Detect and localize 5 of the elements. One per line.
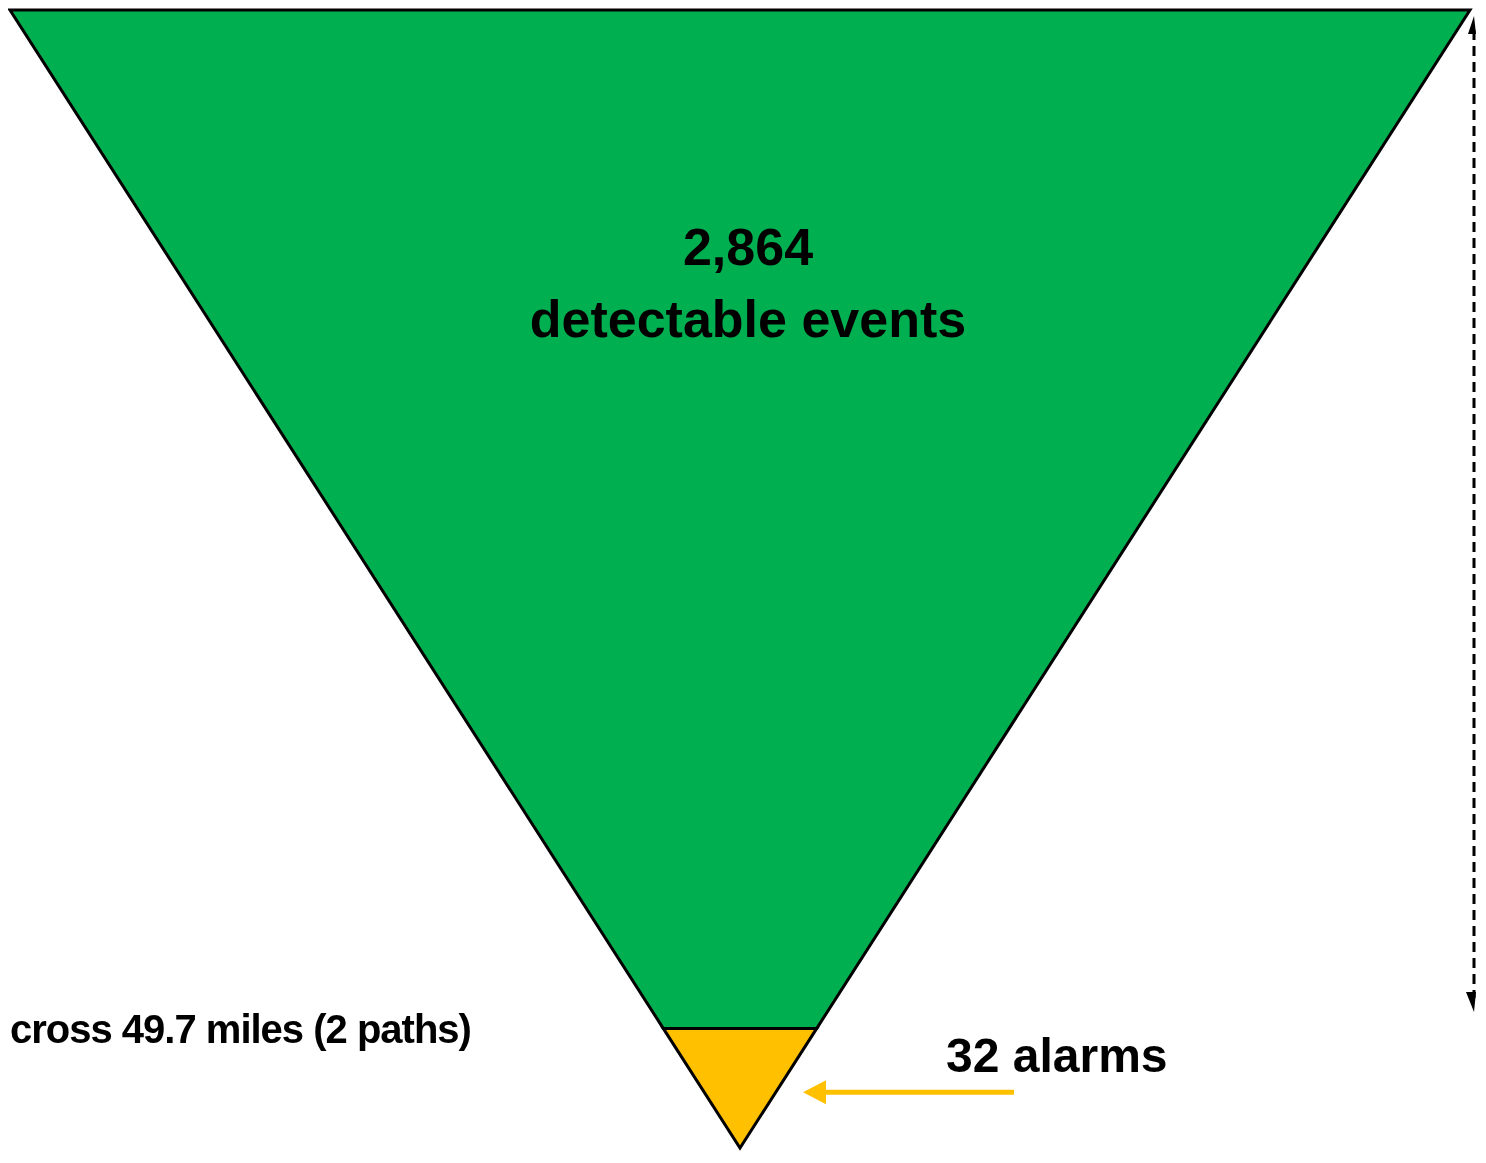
category-label: detectable events xyxy=(529,289,967,348)
text: cross 49.7 miles (2 paths) xyxy=(10,1007,471,1051)
data-label: 32 xyxy=(946,1029,1000,1083)
data-label: 2,864 xyxy=(682,217,814,276)
category-label: alarms xyxy=(1012,1029,1168,1083)
